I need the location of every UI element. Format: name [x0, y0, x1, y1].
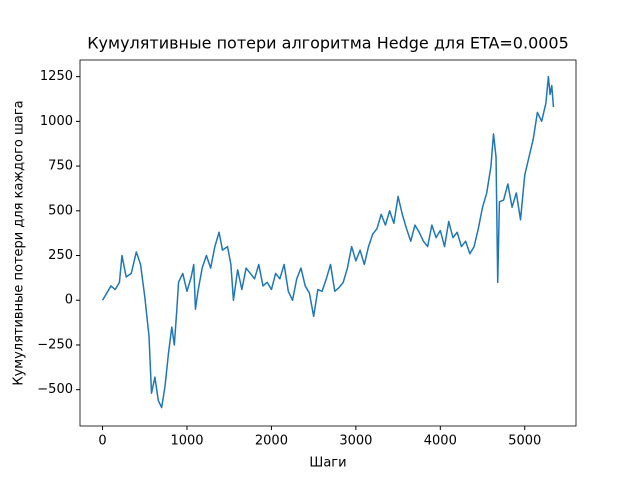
x-tick-label: 1000	[170, 434, 203, 449]
y-tick-label: −250	[37, 337, 73, 352]
y-tick-label: 750	[48, 159, 73, 174]
y-tick-label: 1250	[40, 69, 73, 84]
y-tick-label: −500	[37, 382, 73, 397]
y-tick-label: 500	[48, 203, 73, 218]
plot-frame	[79, 59, 577, 427]
x-tick-label: 0	[98, 434, 106, 449]
x-tick-label: 2000	[255, 434, 288, 449]
x-tick-label: 4000	[424, 434, 457, 449]
y-tick-label: 250	[48, 248, 73, 263]
x-tick-label: 3000	[339, 434, 372, 449]
x-axis-label: Шаги	[309, 456, 346, 471]
x-tick-label: 5000	[508, 434, 541, 449]
y-tick-label: 0	[65, 293, 73, 308]
y-axis-label: Кумулятивные потери для каждого шага	[12, 100, 27, 385]
y-tick-label: 1000	[40, 114, 73, 129]
chart-title: Кумулятивные потери алгоритма Hedge для …	[87, 34, 569, 53]
line-series	[101, 75, 555, 409]
